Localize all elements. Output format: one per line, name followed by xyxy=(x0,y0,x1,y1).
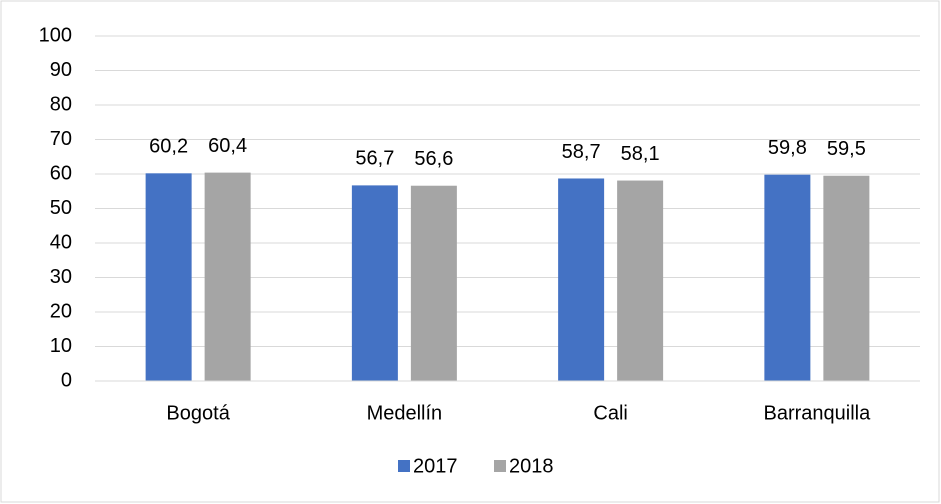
x-tick-label: Bogotá xyxy=(166,402,230,424)
data-label: 60,2 xyxy=(149,136,188,158)
y-tick-label: 100 xyxy=(39,24,72,46)
y-tick-label: 10 xyxy=(50,335,72,357)
data-label: 60,4 xyxy=(208,135,247,157)
bar xyxy=(764,174,811,381)
data-label: 58,1 xyxy=(621,143,660,165)
data-label: 56,6 xyxy=(414,148,453,170)
data-label: 59,8 xyxy=(768,137,807,159)
bar xyxy=(204,172,251,381)
legend-label: 2017 xyxy=(413,455,458,477)
y-tick-label: 60 xyxy=(50,162,72,184)
y-tick-label: 20 xyxy=(50,300,72,322)
legend-swatch xyxy=(398,460,410,472)
y-tick-label: 30 xyxy=(50,266,72,288)
y-tick-label: 40 xyxy=(50,231,72,253)
y-tick-label: 0 xyxy=(61,369,72,391)
data-label: 59,5 xyxy=(827,138,866,160)
legend-swatch xyxy=(494,460,506,472)
x-tick-label: Cali xyxy=(593,402,627,424)
bar xyxy=(410,185,457,381)
x-tick-label: Medellín xyxy=(367,402,443,424)
data-label: 58,7 xyxy=(562,141,601,163)
bar xyxy=(617,180,664,381)
x-tick-label: Barranquilla xyxy=(764,402,872,424)
bar xyxy=(823,175,870,381)
y-tick-label: 90 xyxy=(50,59,72,81)
legend-label: 2018 xyxy=(509,455,554,477)
y-tick-label: 50 xyxy=(50,197,72,219)
data-label: 56,7 xyxy=(355,148,394,170)
y-tick-label: 70 xyxy=(50,128,72,150)
bar xyxy=(351,185,398,381)
bar xyxy=(558,178,605,381)
y-tick-label: 80 xyxy=(50,93,72,115)
bar xyxy=(145,173,192,381)
